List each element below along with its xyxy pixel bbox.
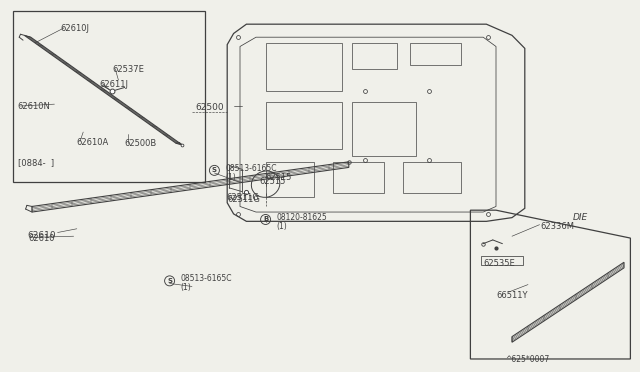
Text: (1): (1) bbox=[276, 222, 287, 231]
Text: 62611J: 62611J bbox=[99, 80, 128, 89]
Bar bbox=[481, 256, 523, 265]
Text: 62610J: 62610J bbox=[61, 24, 90, 33]
Text: DIE: DIE bbox=[573, 213, 588, 222]
Text: 62511G: 62511G bbox=[227, 195, 260, 204]
Text: 08513-6165C: 08513-6165C bbox=[225, 164, 276, 173]
Text: 62500B: 62500B bbox=[125, 140, 157, 148]
Text: 62336M: 62336M bbox=[541, 222, 575, 231]
Text: 08513-6165C: 08513-6165C bbox=[180, 274, 232, 283]
Text: 08120-81625: 08120-81625 bbox=[276, 213, 327, 222]
Text: 62515: 62515 bbox=[266, 173, 292, 182]
Text: 62610: 62610 bbox=[29, 234, 55, 243]
Text: S: S bbox=[167, 278, 172, 284]
Text: 62610: 62610 bbox=[27, 231, 56, 240]
Text: 66511Y: 66511Y bbox=[496, 291, 527, 300]
Text: (1): (1) bbox=[180, 283, 191, 292]
Text: 62500: 62500 bbox=[195, 103, 224, 112]
Text: S: S bbox=[212, 167, 217, 173]
Text: (1): (1) bbox=[225, 173, 236, 182]
Text: 62535E: 62535E bbox=[483, 259, 515, 267]
Text: 62511G: 62511G bbox=[226, 193, 259, 202]
Text: 62610N: 62610N bbox=[17, 102, 50, 111]
Text: [0884-  ]: [0884- ] bbox=[18, 158, 54, 167]
Text: 62515: 62515 bbox=[259, 177, 285, 186]
Text: B: B bbox=[263, 217, 268, 222]
Text: ^625*0007: ^625*0007 bbox=[506, 355, 550, 364]
Bar bbox=[13, 11, 205, 182]
Text: 62537E: 62537E bbox=[112, 65, 144, 74]
Text: 62610A: 62610A bbox=[77, 138, 109, 147]
